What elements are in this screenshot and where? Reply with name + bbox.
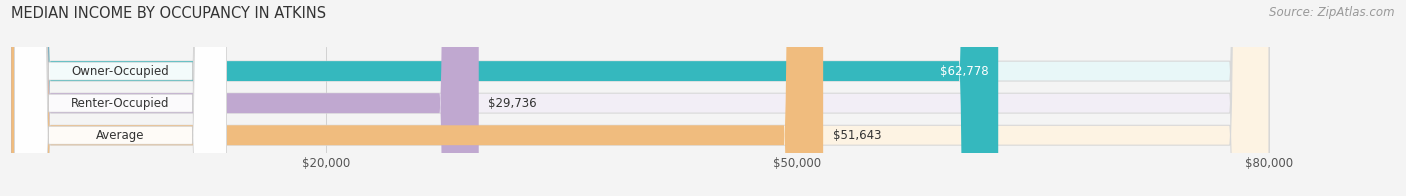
Text: $62,778: $62,778	[941, 65, 988, 78]
FancyBboxPatch shape	[14, 0, 226, 196]
Text: Renter-Occupied: Renter-Occupied	[72, 97, 170, 110]
FancyBboxPatch shape	[11, 0, 1270, 196]
Text: Source: ZipAtlas.com: Source: ZipAtlas.com	[1270, 6, 1395, 19]
FancyBboxPatch shape	[11, 0, 998, 196]
Text: Average: Average	[96, 129, 145, 142]
FancyBboxPatch shape	[14, 0, 226, 196]
Text: Owner-Occupied: Owner-Occupied	[72, 65, 169, 78]
FancyBboxPatch shape	[14, 0, 226, 196]
Text: $51,643: $51,643	[832, 129, 882, 142]
FancyBboxPatch shape	[11, 0, 1270, 196]
FancyBboxPatch shape	[11, 0, 479, 196]
Text: $29,736: $29,736	[488, 97, 537, 110]
FancyBboxPatch shape	[11, 0, 1270, 196]
Text: MEDIAN INCOME BY OCCUPANCY IN ATKINS: MEDIAN INCOME BY OCCUPANCY IN ATKINS	[11, 6, 326, 21]
FancyBboxPatch shape	[11, 0, 823, 196]
